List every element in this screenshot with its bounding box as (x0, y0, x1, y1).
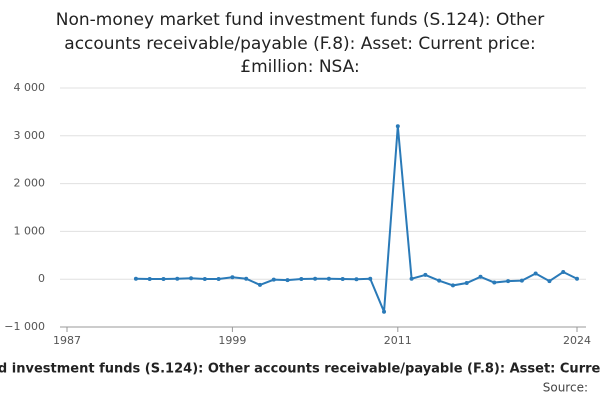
x-tick-label: 2011 (384, 334, 412, 347)
data-point (230, 275, 235, 280)
data-point (575, 276, 579, 281)
data-point (285, 278, 290, 283)
data-point (354, 277, 359, 282)
x-tick-label: 1987 (53, 334, 81, 347)
data-point (147, 276, 152, 281)
y-tick-label: 0 (38, 272, 45, 285)
data-point (271, 277, 276, 282)
data-point (547, 279, 552, 284)
data-point (519, 278, 524, 283)
chart-title: £million: NSA: (240, 57, 359, 77)
data-point (175, 276, 180, 281)
data-point (133, 276, 138, 281)
chart-title: accounts receivable/payable (F.8): Asset… (64, 34, 535, 54)
y-tick-label: 1 000 (14, 224, 46, 237)
data-point (492, 280, 497, 285)
data-point (395, 124, 400, 129)
data-point (368, 276, 373, 281)
data-point (189, 276, 194, 281)
data-point (464, 281, 469, 286)
data-point (506, 279, 511, 284)
data-point (533, 271, 538, 276)
y-tick-label: 4 000 (14, 81, 46, 94)
data-point (450, 283, 455, 288)
data-line (135, 126, 578, 313)
data-point (244, 276, 249, 281)
data-point (561, 270, 566, 275)
data-point (202, 276, 207, 281)
source: Source: (543, 381, 588, 395)
x-tick-label: 1999 (218, 334, 246, 347)
y-tick-label: 3 000 (14, 129, 46, 142)
data-point (437, 278, 442, 283)
x-axis-label: Non-money market fund investment funds (… (0, 362, 600, 377)
y-tick-label: −1 000 (4, 320, 45, 333)
data-point (478, 274, 483, 279)
data-point (299, 276, 304, 281)
data-point (313, 276, 318, 281)
chart-title: Non-money market fund investment funds (… (56, 10, 544, 30)
data-point (423, 272, 428, 277)
x-tick-label: 2024 (563, 334, 591, 347)
data-point (161, 276, 166, 281)
data-point (216, 276, 221, 281)
y-tick-label: 2 000 (14, 177, 46, 190)
data-point (340, 276, 345, 281)
data-point (409, 276, 414, 281)
data-point (382, 309, 387, 314)
data-point (257, 282, 262, 287)
data-point (326, 276, 331, 281)
